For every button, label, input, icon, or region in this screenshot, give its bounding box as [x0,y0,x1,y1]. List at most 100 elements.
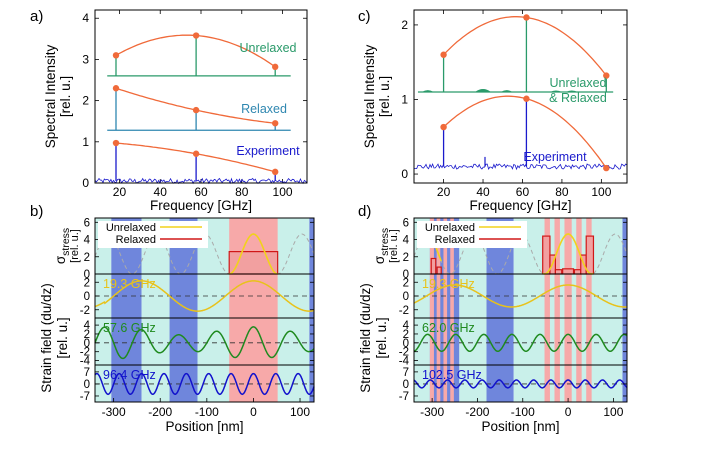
series-experiment: Experiment [413,95,628,172]
strain-axis-label: Strain field (du/dz)[rel. u.] [358,283,389,393]
y-tick-label: 0 [403,379,409,391]
x-tick-label: 40 [154,185,168,199]
relaxed-stress [573,269,582,275]
mode-label: 19.3 GHz [422,277,475,291]
series-label: Experiment [523,150,587,164]
peak-marker [192,32,200,39]
peak-marker [272,63,279,71]
x-tick-label: 100 [273,185,293,199]
y-tick-label: -2 [80,305,90,317]
panel-title: a) [30,8,43,25]
x-tick-label: 60 [194,185,208,199]
series-label: & Relaxed [549,91,607,105]
y-tick-label: 0 [403,291,409,303]
x-tick-label: -300 [420,405,444,419]
transducer-band [229,218,278,402]
y-tick-label: 2 [84,252,90,264]
y-tick-label: 3 [82,52,89,66]
transducer-band [443,218,448,402]
side-band [475,89,491,93]
y-axis-label: Spectral Intensity[rel. u.] [362,44,392,148]
y-axis-label: Spectral Intensity[rel. u.] [43,44,73,148]
side-band [550,90,562,93]
legend-label: Relaxed [116,234,156,246]
panel-title: b) [30,203,43,220]
x-tick-label: 100 [591,185,611,199]
x-axis-label: Position [nm] [481,419,559,434]
y-tick-label: -4 [80,356,91,368]
transducer-band [576,218,582,402]
y-tick-label: 0 [82,176,89,190]
y-tick-label: 2 [403,329,409,341]
y-tick-label: 1 [401,92,408,106]
y-tick-label: 4 [84,320,91,332]
relaxed-stress [562,268,575,275]
peak-marker [192,106,200,114]
relaxed-stress [585,235,595,275]
y-tick-label: -7 [80,391,90,403]
layer-band [459,218,487,402]
x-axis-label: Frequency [GHz] [150,198,252,213]
x-axis-label: Position [nm] [165,419,243,434]
x-tick-label: -200 [148,405,172,419]
relaxed-stress [542,235,551,275]
y-tick-label: 2 [403,252,409,264]
relaxed-stress [430,257,437,275]
transducer-band [450,218,454,402]
y-tick-label: 4 [82,11,89,25]
peak-marker [192,150,200,157]
series-experiment: Experiment [94,139,308,185]
x-tick-label: 20 [113,185,127,199]
x-tick-label: 20 [437,185,451,199]
peak-marker [603,164,610,172]
peak-marker [603,72,610,79]
mode-label: 96.4 GHz [103,368,156,382]
x-tick-label: 100 [603,405,623,419]
y-tick-label: 2 [403,277,409,289]
y-tick-label: 4 [403,235,410,247]
y-tick-label: 2 [84,277,90,289]
mode-curve [94,372,315,396]
y-tick-label: 2 [401,18,408,32]
series-label: Experiment [236,144,300,158]
y-tick-label: -2 [80,347,90,359]
y-tick-label: 0 [403,269,409,281]
envelope-curve [443,16,607,76]
relaxed-stress [228,251,279,275]
y-tick-label: 0 [401,167,408,181]
x-tick-label: -200 [465,405,489,419]
series-relaxed: Relaxed [107,85,291,131]
x-tick-label: -300 [102,405,126,419]
layer-band [95,218,112,402]
x-tick-label: 0 [565,405,572,419]
y-tick-label: 4 [84,235,91,247]
relaxed-stress [554,269,563,275]
x-tick-label: 0 [250,405,257,419]
side-band [500,90,513,93]
x-tick-label: -100 [195,405,219,419]
y-tick-label: 0 [84,291,90,303]
mode-curve [413,333,628,353]
peak-marker [112,139,120,147]
y-tick-label: 2 [84,329,90,341]
x-axis-label: Frequency [GHz] [469,198,571,213]
y-tick-label: 7 [403,367,409,379]
layer-band [111,218,142,402]
peak-marker [112,85,120,92]
x-tick-label: 100 [290,405,310,419]
y-tick-label: -7 [399,391,409,403]
y-tick-label: 1 [82,135,89,149]
layer-band [486,218,514,402]
unrelaxed-stress [542,233,594,275]
y-tick-label: -2 [399,347,409,359]
peak-marker [440,123,447,131]
transducer-band [554,218,560,402]
y-tick-label: 0 [403,338,409,350]
peak-marker [523,95,530,102]
noise-trace [94,177,308,185]
peak-marker [523,14,530,21]
x-tick-label: -100 [511,405,535,419]
transducer-band [564,218,572,402]
